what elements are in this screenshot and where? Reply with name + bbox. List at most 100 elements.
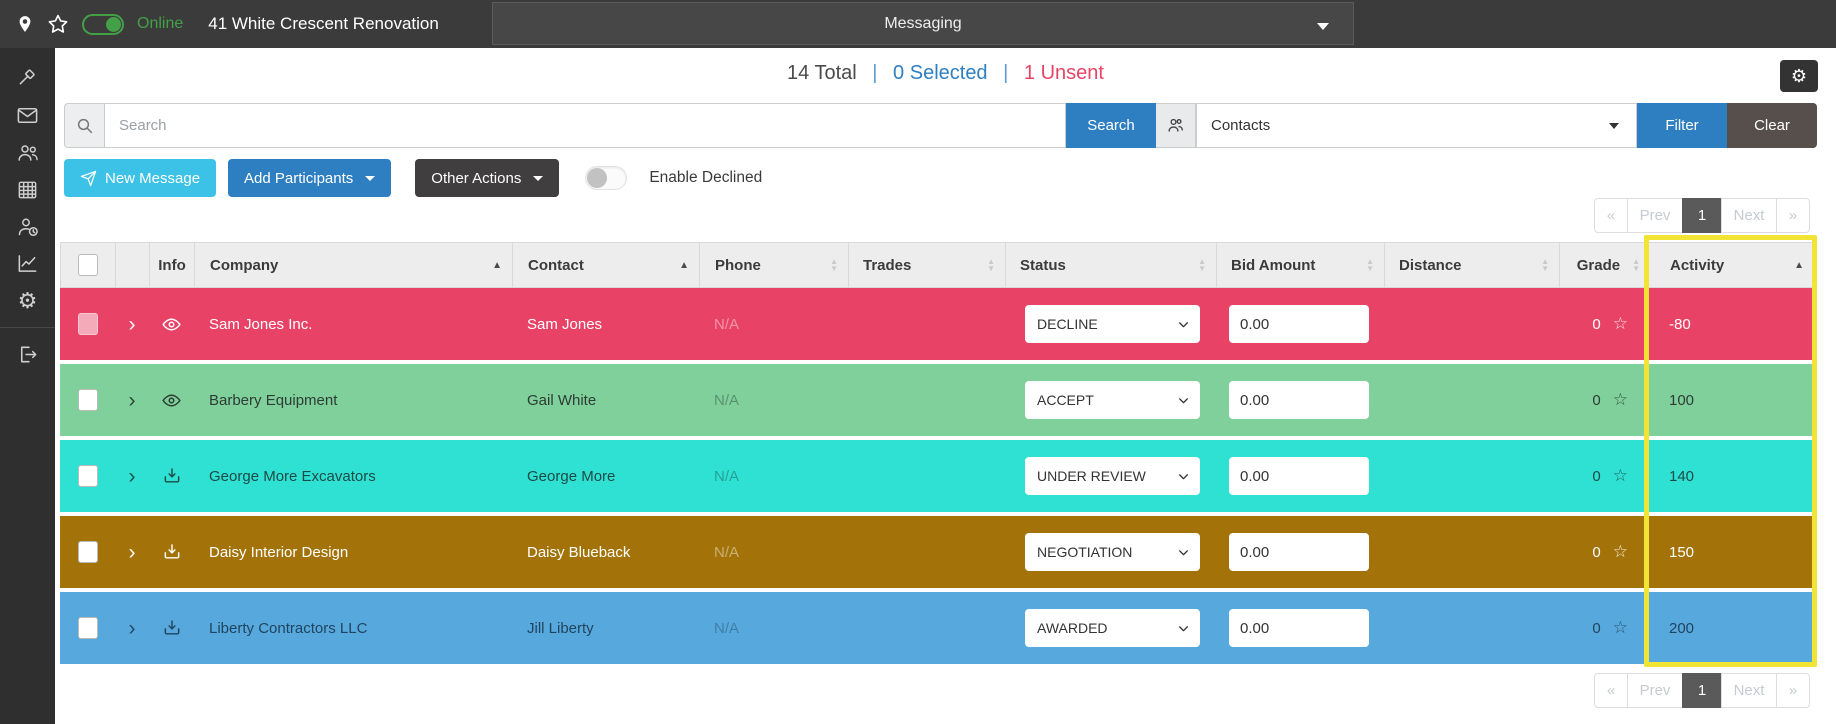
row-checkbox[interactable] bbox=[77, 617, 98, 639]
bid-amount-input[interactable] bbox=[1229, 305, 1369, 343]
clear-button[interactable]: Clear bbox=[1727, 103, 1817, 148]
nav-section-dropdown[interactable]: Messaging bbox=[492, 2, 1354, 45]
contact-cell: Sam Jones bbox=[512, 288, 699, 360]
header-bid-amount[interactable]: Bid Amount ▲ ▼ bbox=[1217, 243, 1385, 287]
mail-icon bbox=[17, 108, 38, 123]
table-settings-button[interactable]: ⚙ bbox=[1780, 60, 1818, 92]
status-select[interactable]: AWARDED bbox=[1025, 609, 1200, 647]
bid-amount-cell bbox=[1216, 440, 1384, 512]
download-message-icon[interactable] bbox=[162, 466, 182, 486]
pagination-prev-button[interactable]: Prev bbox=[1627, 673, 1683, 708]
download-message-icon[interactable] bbox=[162, 542, 182, 562]
header-status[interactable]: Status ▲ ▼ bbox=[1006, 243, 1217, 287]
expand-row-chevron-icon[interactable]: › bbox=[128, 540, 136, 564]
distance-cell bbox=[1384, 364, 1559, 436]
header-contact-label: Contact bbox=[528, 256, 584, 274]
pagination-page-1-button[interactable]: 1 bbox=[1682, 198, 1722, 233]
search-button[interactable]: Search bbox=[1066, 103, 1156, 148]
search-filter-row: Search Contacts Filter Clear bbox=[64, 103, 1817, 148]
favorite-star-icon[interactable] bbox=[47, 13, 69, 35]
sidebar-item-messages[interactable] bbox=[0, 97, 55, 134]
selected-count[interactable]: 0 Selected bbox=[893, 62, 988, 84]
sidebar-item-reports[interactable] bbox=[0, 245, 55, 282]
expand-row-chevron-icon[interactable]: › bbox=[128, 388, 136, 412]
bid-amount-input[interactable] bbox=[1229, 533, 1369, 571]
header-activity[interactable]: Activity ▲ bbox=[1649, 243, 1814, 287]
row-checkbox[interactable] bbox=[77, 313, 98, 335]
distance-cell bbox=[1384, 288, 1559, 360]
pagination-last-button[interactable]: » bbox=[1776, 198, 1810, 233]
expand-row-chevron-icon[interactable]: › bbox=[128, 312, 136, 336]
header-info[interactable]: Info bbox=[150, 243, 195, 287]
bid-amount-input[interactable] bbox=[1229, 457, 1369, 495]
sidebar-item-settings[interactable]: ⚙ bbox=[0, 282, 55, 319]
grade-star-icon[interactable]: ☆ bbox=[1612, 542, 1628, 561]
pagination-first-button[interactable]: « bbox=[1594, 198, 1628, 233]
distance-cell bbox=[1384, 592, 1559, 664]
search-input[interactable] bbox=[104, 103, 1066, 148]
status-select[interactable]: ACCEPT bbox=[1025, 381, 1200, 419]
header-phone[interactable]: Phone ▲ ▼ bbox=[700, 243, 849, 287]
expand-row-chevron-icon[interactable]: › bbox=[128, 616, 136, 640]
add-participants-button[interactable]: Add Participants bbox=[228, 159, 392, 197]
sidebar-item-projects[interactable] bbox=[0, 60, 55, 97]
enable-declined-label: Enable Declined bbox=[649, 169, 763, 186]
enable-declined-toggle[interactable] bbox=[585, 166, 628, 190]
sidebar-item-calendar[interactable] bbox=[0, 171, 55, 208]
location-pin-icon[interactable] bbox=[16, 13, 34, 35]
download-message-icon[interactable] bbox=[162, 618, 182, 638]
pagination-next-button[interactable]: Next bbox=[1721, 198, 1777, 233]
grade-star-icon[interactable]: ☆ bbox=[1612, 466, 1628, 485]
scope-select[interactable]: Contacts bbox=[1196, 103, 1637, 148]
grade-star-icon[interactable]: ☆ bbox=[1612, 390, 1628, 409]
status-cell: AWARDED bbox=[1005, 592, 1216, 664]
grade-value: 0 bbox=[1592, 391, 1601, 409]
row-checkbox[interactable] bbox=[77, 389, 98, 411]
pagination-first-button[interactable]: « bbox=[1594, 673, 1628, 708]
expand-row-chevron-icon[interactable]: › bbox=[128, 464, 136, 488]
pagination-next-button[interactable]: Next bbox=[1721, 673, 1777, 708]
pagination-last-button[interactable]: » bbox=[1776, 673, 1810, 708]
status-select[interactable]: UNDER REVIEW bbox=[1025, 457, 1200, 495]
filter-button[interactable]: Filter bbox=[1637, 103, 1727, 148]
user-clock-icon bbox=[18, 218, 38, 236]
bid-amount-input[interactable] bbox=[1229, 381, 1369, 419]
phone-value: N/A bbox=[714, 391, 740, 409]
header-trades[interactable]: Trades ▲ ▼ bbox=[849, 243, 1006, 287]
company-cell: Barbery Equipment bbox=[194, 364, 512, 436]
sidebar-item-team[interactable] bbox=[0, 134, 55, 171]
other-actions-label: Other Actions bbox=[431, 169, 522, 187]
row-info-cell bbox=[149, 364, 194, 436]
header-info-label: Info bbox=[158, 256, 186, 274]
header-contact[interactable]: Contact ▲ bbox=[513, 243, 700, 287]
sidebar-item-contacts[interactable] bbox=[0, 208, 55, 245]
row-checkbox[interactable] bbox=[77, 541, 98, 563]
pagination-prev-button[interactable]: Prev bbox=[1627, 198, 1683, 233]
row-checkbox[interactable] bbox=[77, 465, 98, 487]
other-actions-button[interactable]: Other Actions bbox=[415, 159, 560, 197]
sidebar-item-logout[interactable] bbox=[0, 336, 55, 373]
table-row: › Barbery Equipment Gail White N/A ACCEP… bbox=[60, 364, 1813, 436]
unsent-count[interactable]: 1 Unsent bbox=[1023, 62, 1104, 84]
header-grade[interactable]: Grade ▲ ▼ bbox=[1560, 243, 1649, 287]
status-select-wrap: NEGOTIATION bbox=[1025, 533, 1200, 571]
viewed-eye-icon[interactable] bbox=[161, 314, 182, 335]
online-toggle[interactable] bbox=[82, 13, 124, 35]
pagination-page-1-button[interactable]: 1 bbox=[1682, 673, 1722, 708]
status-select[interactable]: DECLINE bbox=[1025, 305, 1200, 343]
activity-cell: 140 bbox=[1648, 440, 1813, 512]
viewed-eye-icon[interactable] bbox=[161, 390, 182, 411]
new-message-button[interactable]: New Message bbox=[64, 159, 217, 197]
status-select-wrap: ACCEPT bbox=[1025, 381, 1200, 419]
grade-star-icon[interactable]: ☆ bbox=[1612, 618, 1628, 637]
header-company[interactable]: Company ▲ bbox=[195, 243, 513, 287]
trades-cell bbox=[848, 364, 1005, 436]
grade-star-icon[interactable]: ☆ bbox=[1612, 314, 1628, 333]
bid-amount-input[interactable] bbox=[1229, 609, 1369, 647]
trades-cell bbox=[848, 592, 1005, 664]
select-all-checkbox[interactable] bbox=[78, 254, 98, 276]
row-info-cell bbox=[149, 516, 194, 588]
calendar-icon bbox=[18, 181, 37, 199]
status-select[interactable]: NEGOTIATION bbox=[1025, 533, 1200, 571]
header-distance[interactable]: Distance ▲ ▼ bbox=[1385, 243, 1560, 287]
